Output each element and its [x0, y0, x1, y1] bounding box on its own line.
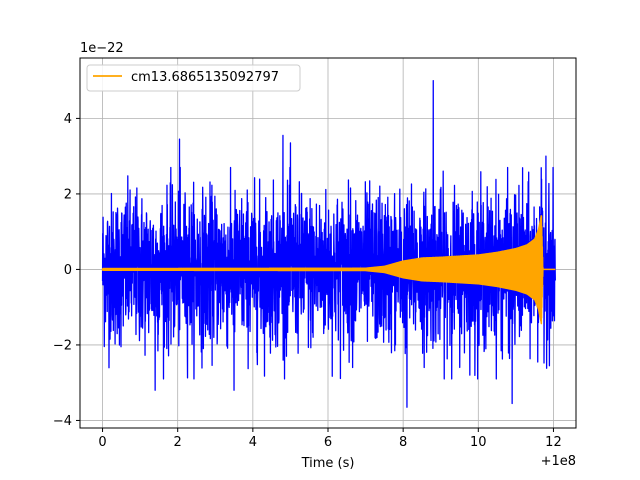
y-tick-label: 4 [64, 112, 72, 127]
x-axis-label: Time (s) [301, 456, 355, 471]
y-tick-label: 2 [64, 187, 72, 202]
x-offset-text: +1e8 [541, 454, 576, 469]
x-tick-label: 4 [249, 435, 257, 450]
plot-series [101, 80, 556, 408]
y-tick-label: 0 [64, 263, 72, 278]
y-tick-label: −2 [53, 338, 72, 353]
legend: cm13.6865135092797 [86, 64, 301, 92]
x-axis: 0 2 4 6 8 10 12 [98, 428, 562, 450]
x-tick-label: 2 [174, 435, 182, 450]
y-tick-label: −4 [53, 414, 72, 429]
x-tick-label: 10 [470, 435, 487, 450]
legend-entry-label: cm13.6865135092797 [131, 70, 279, 85]
x-tick-label: 6 [324, 435, 332, 450]
x-tick-label: 12 [545, 435, 562, 450]
x-tick-label: 0 [98, 435, 106, 450]
y-scale-text: 1e−22 [80, 41, 124, 56]
chirp-series-line [101, 215, 556, 325]
legend-box [86, 64, 301, 92]
y-axis: −4 −2 0 2 4 [53, 112, 80, 429]
x-tick-label: 8 [399, 435, 407, 450]
